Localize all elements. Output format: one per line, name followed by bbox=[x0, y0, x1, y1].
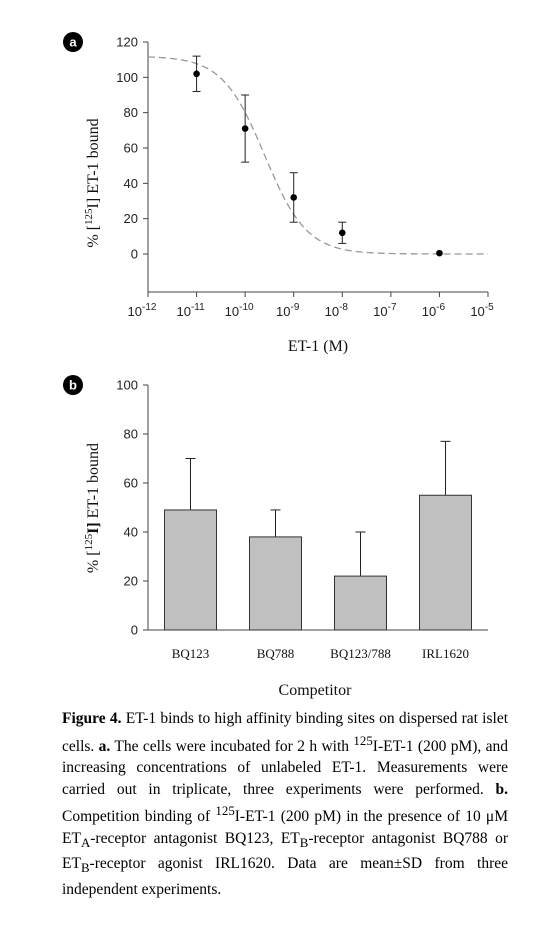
panel-b-bar bbox=[419, 494, 472, 631]
panel-b-y-tick-label: 80 bbox=[124, 427, 138, 442]
panel-b-y-tick-label: 60 bbox=[124, 476, 138, 491]
caption-text: -receptor antagonist BQ123, ET bbox=[90, 829, 300, 847]
panel-b-x-axis-label: Competitor bbox=[279, 682, 353, 699]
panel-a-label: a bbox=[69, 35, 77, 50]
panel-b-category-label: BQ788 bbox=[257, 646, 295, 661]
panel-b-bar bbox=[249, 536, 302, 631]
chart-panel-b: b 0 20 40 60 80 100 BQ123 BQ788 BQ123/788 IRL1620… bbox=[63, 375, 488, 699]
panel-a-y-tick-label: 40 bbox=[124, 176, 138, 191]
panel-a-y-tick-label: 120 bbox=[116, 35, 138, 50]
panel-a-x-tick-label: 10-12 bbox=[128, 302, 157, 319]
panel-a-x-tick-label: 10-11 bbox=[176, 302, 205, 319]
caption-text: Competition binding of bbox=[62, 808, 216, 826]
panel-a-badge: a bbox=[63, 32, 83, 52]
panel-a-plot-area: 0 20 40 60 80 100 120 10-12 10-11 10-10 10-9 10-8 10… bbox=[116, 35, 494, 320]
panel-a-data-point bbox=[436, 249, 443, 257]
panel-a-fit-curve bbox=[147, 56, 488, 255]
panel-b-y-tick-label: 20 bbox=[124, 574, 138, 589]
caption-subscript: A bbox=[80, 834, 91, 850]
panel-a-x-axis-label: ET-1 (M) bbox=[288, 338, 348, 355]
panel-a-y-axis-label: % [125I] ET-1 bound bbox=[83, 118, 102, 247]
panel-b-bar bbox=[164, 509, 217, 631]
panel-a-x-tick-label: 10-9 bbox=[276, 302, 300, 319]
panel-a-x-tick-label: 10-6 bbox=[422, 302, 446, 319]
caption-figure-label: Figure 4. bbox=[62, 710, 122, 727]
panel-a-x-tick-label: 10-10 bbox=[225, 302, 254, 319]
panel-b-error-bar bbox=[440, 440, 451, 496]
panel-b-y-axis-label: % [125I] ET-1 bound bbox=[83, 443, 102, 573]
chart-panel-a: a 0 20 40 60 80 100 120 10-12 10-11 10-10 10-9 10-8… bbox=[63, 32, 494, 355]
panel-b-y-tick-label: 100 bbox=[116, 378, 138, 393]
panel-b-error-bar bbox=[185, 458, 196, 510]
caption-superscript: 125 bbox=[353, 732, 373, 748]
panel-a-x-tick-label: 10-8 bbox=[325, 302, 349, 319]
panel-a-y-tick-label: 0 bbox=[131, 247, 138, 262]
panel-a-y-tick-label: 60 bbox=[124, 141, 138, 156]
panel-b-label: b bbox=[69, 378, 77, 393]
panel-a-y-tick-label: 100 bbox=[116, 70, 138, 85]
panel-b-plot-area: 0 20 40 60 80 100 BQ123 BQ788 BQ123/788 IRL1620 bbox=[116, 378, 488, 661]
figure-caption: Figure 4. ET-1 binds to high affinity bi… bbox=[62, 708, 508, 901]
caption-text: -receptor antagonist BQ788 or ET bbox=[62, 829, 508, 873]
caption-a-label: a. bbox=[98, 737, 111, 755]
caption-subscript: B bbox=[80, 860, 90, 876]
panel-b-category-label: BQ123 bbox=[172, 646, 210, 661]
panel-b-category-label: BQ123/788 bbox=[330, 646, 391, 661]
caption-superscript: 125 bbox=[215, 803, 235, 819]
caption-text: -receptor agonist IRL1620. Data are mean… bbox=[62, 855, 508, 898]
panel-a-x-tick-label: 10-5 bbox=[470, 302, 494, 319]
panel-b-error-bar bbox=[270, 509, 281, 537]
caption-text: I-ET-1 (200 pM), and increasing concentr… bbox=[62, 737, 509, 798]
panel-b-badge: b bbox=[63, 375, 83, 395]
panel-a-data-point bbox=[193, 70, 200, 78]
caption-text: I-ET-1 (200 pM) in the presence of 10 μM… bbox=[62, 808, 508, 847]
panel-b-category-label: IRL1620 bbox=[422, 646, 469, 661]
panel-b-bar bbox=[334, 575, 387, 631]
caption-text: The cells were incubated for 2 h with bbox=[110, 737, 354, 755]
panel-a-x-tick-label: 10-7 bbox=[373, 302, 397, 319]
panel-a-data-point bbox=[241, 125, 249, 132]
caption-subscript: B bbox=[299, 834, 309, 850]
panel-a-data-point bbox=[290, 194, 298, 201]
panel-a-y-tick-label: 20 bbox=[124, 211, 138, 226]
caption-text: ET-1 binds to high affinity binding site… bbox=[62, 710, 509, 755]
panel-a-y-tick-label: 80 bbox=[124, 105, 138, 120]
panel-b-y-tick-label: 0 bbox=[131, 623, 138, 638]
panel-b-y-tick-label: 40 bbox=[124, 525, 138, 540]
panel-b-error-bar bbox=[355, 531, 366, 577]
panel-a-data-point bbox=[338, 229, 346, 237]
caption-b-label: b. bbox=[495, 780, 509, 798]
